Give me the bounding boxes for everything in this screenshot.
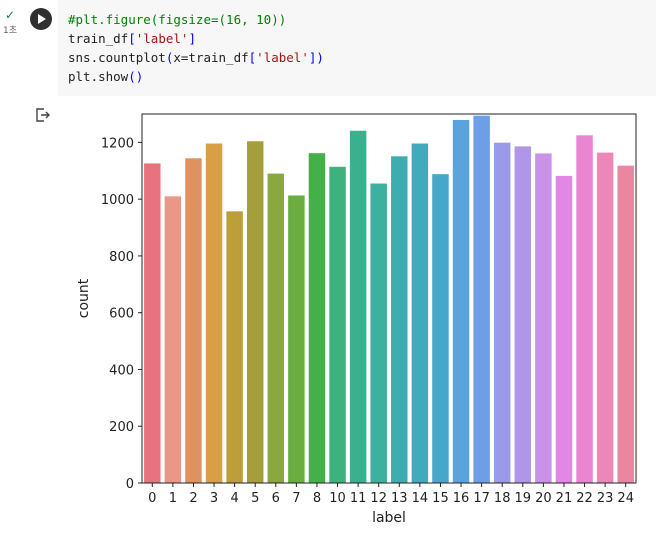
bar-18 [493, 142, 511, 484]
x-tick-label: 24 [617, 491, 634, 506]
code-token: [ [128, 31, 136, 46]
x-tick-label: 7 [292, 491, 300, 506]
x-tick-label: 12 [370, 491, 387, 506]
y-tick-label: 800 [109, 250, 134, 265]
x-tick-label: 8 [313, 491, 321, 506]
bar-23 [596, 152, 614, 483]
cell-gutter: ✓ 1초 [0, 0, 26, 96]
x-axis: 0 1 2 3 4 5 6 7 8 10 11 12 13 14 15 16 17 18 19 20 21 22 23 24 [148, 483, 634, 506]
x-tick-label: 14 [412, 491, 429, 506]
code-editor[interactable]: #plt.figure(figsize=(16, 10)) train_df['l… [58, 0, 656, 96]
output-redirect-icon[interactable] [36, 108, 50, 122]
x-tick-label: 21 [556, 491, 573, 506]
x-tick-label: 23 [597, 491, 614, 506]
play-icon [38, 14, 46, 24]
bar-0 [144, 163, 161, 483]
bar-11 [349, 130, 367, 483]
code-token: 'label' [256, 50, 309, 65]
code-token: 'label' [135, 31, 189, 46]
bar-24 [617, 165, 634, 483]
x-tick-label: 5 [251, 491, 259, 506]
x-tick-label: 2 [189, 491, 197, 506]
x-tick-label: 6 [272, 491, 280, 506]
x-tick-label: 16 [453, 491, 470, 506]
bar-16 [452, 119, 470, 484]
y-axis-label: count [76, 278, 92, 318]
bar-13 [391, 156, 408, 483]
x-tick-label: 17 [473, 491, 490, 506]
x-tick-label: 19 [515, 491, 532, 506]
bars-group [144, 115, 634, 484]
y-tick-label: 1000 [101, 193, 134, 208]
code-text[interactable]: #plt.figure(figsize=(16, 10)) train_df['l… [68, 10, 324, 86]
bar-4 [226, 211, 243, 484]
code-token: ] [188, 31, 196, 46]
code-token: sns.countplot [68, 50, 166, 65]
bar-1 [164, 196, 182, 483]
code-token: plt.show [68, 69, 129, 84]
code-token: [ [248, 50, 257, 65]
bar-17 [473, 115, 490, 483]
code-token: () [128, 69, 144, 84]
y-axis: 0 200 400 600 800 1000 1200 [101, 136, 142, 492]
x-tick-label: 0 [148, 491, 156, 506]
bar-22 [576, 135, 593, 483]
bar-2 [185, 158, 202, 483]
code-token: ( [165, 50, 174, 65]
x-tick-label: 22 [576, 491, 593, 506]
x-tick-label: 10 [329, 491, 346, 506]
bar-6 [267, 173, 285, 484]
code-line[interactable]: plt.show() [68, 67, 324, 86]
x-tick-label: 11 [350, 491, 367, 506]
bar-15 [432, 174, 449, 483]
bar-20 [535, 153, 552, 483]
bar-3 [205, 143, 223, 483]
code-token: train_df [68, 31, 129, 46]
bar-7 [288, 195, 305, 483]
x-tick-label: 1 [169, 491, 177, 506]
x-tick-label: 3 [210, 491, 218, 506]
y-tick-label: 600 [109, 307, 134, 322]
execution-time: 1초 [3, 26, 18, 36]
x-tick-label: 15 [432, 491, 449, 506]
code-line[interactable]: sns.countplot(x=train_df['label']) [68, 48, 324, 67]
code-token: ) [316, 50, 324, 65]
code-token: #plt.figure(figsize=(16, 10)) [68, 12, 287, 27]
x-axis-label: label [372, 510, 406, 526]
bar-10 [329, 166, 346, 484]
y-tick-label: 0 [126, 477, 134, 492]
bar-8 [308, 153, 326, 484]
x-tick-label: 18 [494, 491, 511, 506]
code-line[interactable]: #plt.figure(figsize=(16, 10)) [68, 10, 324, 29]
bar-5 [246, 141, 264, 483]
x-tick-label: 13 [391, 491, 408, 506]
y-tick-label: 400 [109, 363, 134, 378]
y-tick-label: 200 [109, 420, 134, 435]
code-token: x=train_df [173, 50, 249, 65]
x-tick-label: 20 [535, 491, 552, 506]
bar-14 [411, 143, 429, 483]
y-tick-label: 1200 [101, 136, 134, 151]
code-token: ] [308, 50, 317, 65]
run-cell-button[interactable] [30, 8, 52, 30]
code-line[interactable]: train_df['label'] [68, 29, 324, 48]
check-icon: ✓ [5, 8, 16, 22]
x-tick-label: 4 [230, 491, 238, 506]
plot-frame [141, 113, 637, 484]
bar-12 [370, 183, 387, 483]
bar-19 [514, 146, 532, 484]
bar-21 [555, 175, 573, 483]
